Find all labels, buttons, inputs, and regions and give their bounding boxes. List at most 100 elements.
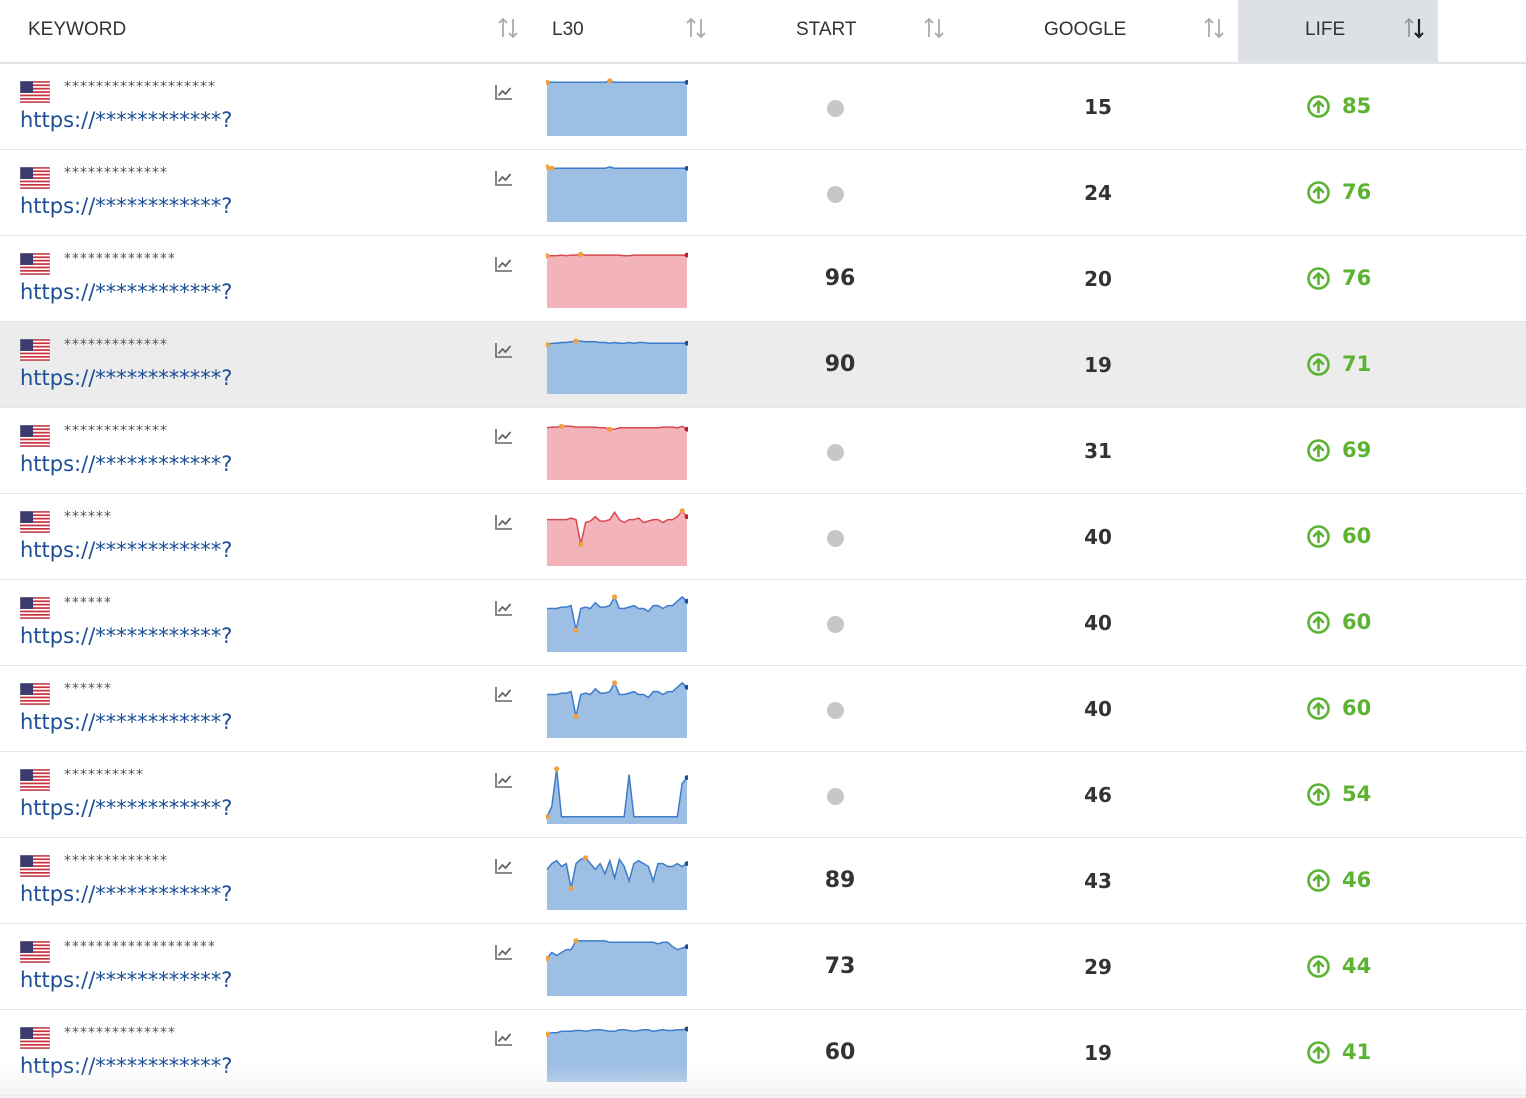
table-row[interactable]: ************** https://************? 96 … bbox=[0, 236, 1526, 322]
life-value: 85 bbox=[1342, 94, 1372, 118]
ranking-url-link[interactable]: https://************? bbox=[20, 452, 233, 476]
table-row[interactable]: ******************* https://************… bbox=[0, 924, 1526, 1010]
chart-icon[interactable] bbox=[494, 341, 514, 359]
sort-icon[interactable] bbox=[922, 14, 946, 42]
google-rank-value: 43 bbox=[1084, 869, 1112, 893]
chart-icon[interactable] bbox=[494, 1029, 514, 1047]
ranking-url-link[interactable]: https://************? bbox=[20, 1054, 233, 1078]
ranking-url-link[interactable]: https://************? bbox=[20, 796, 233, 820]
chart-icon[interactable] bbox=[494, 599, 514, 617]
ranking-url-link[interactable]: https://************? bbox=[20, 882, 233, 906]
sparkline-extreme-point bbox=[611, 594, 618, 600]
table-header: KEYWORD L30 START GOOGLE LIFE bbox=[0, 0, 1526, 64]
chart-icon[interactable] bbox=[494, 685, 514, 703]
chart-icon[interactable] bbox=[494, 169, 514, 187]
life-value: 76 bbox=[1342, 180, 1372, 204]
start-empty-dot bbox=[827, 616, 844, 633]
start-empty-dot bbox=[827, 186, 844, 203]
sort-icon[interactable] bbox=[684, 14, 708, 42]
ranking-url-link[interactable]: https://************? bbox=[20, 280, 233, 304]
sparkline-extreme-point bbox=[546, 955, 550, 961]
header-l30[interactable]: L30 bbox=[552, 19, 584, 40]
sparkline-area bbox=[547, 80, 687, 136]
life-header-active-bg bbox=[1238, 0, 1438, 62]
sparkline-extreme-point bbox=[573, 338, 579, 344]
sparkline-extreme-point bbox=[568, 885, 574, 891]
table-row[interactable]: ******************* https://************… bbox=[0, 64, 1526, 150]
l30-sparkline bbox=[547, 508, 688, 566]
table-row[interactable]: ************* https://************? 31 6… bbox=[0, 408, 1526, 494]
sparkline-line bbox=[547, 80, 687, 84]
sparkline-extreme-point bbox=[583, 855, 589, 861]
sparkline-area bbox=[547, 166, 687, 222]
arrow-up-circle-icon bbox=[1307, 955, 1330, 978]
keyword-text: ************* bbox=[64, 337, 168, 353]
arrow-up-circle-icon bbox=[1307, 267, 1330, 290]
l30-sparkline bbox=[546, 766, 688, 824]
google-rank-value: 46 bbox=[1084, 783, 1112, 807]
header-life[interactable]: LIFE bbox=[1305, 19, 1346, 40]
chart-icon[interactable] bbox=[494, 943, 514, 961]
ranking-url-link[interactable]: https://************? bbox=[20, 624, 233, 648]
l30-sparkline bbox=[547, 680, 688, 738]
keyword-text: ****** bbox=[64, 681, 112, 697]
arrow-up-circle-icon bbox=[1307, 525, 1330, 548]
start-value: 73 bbox=[824, 954, 856, 979]
ranking-url-link[interactable]: https://************? bbox=[20, 968, 233, 992]
sparkline-last-point bbox=[684, 861, 688, 866]
arrow-up-circle-icon bbox=[1307, 1041, 1330, 1064]
life-value: 46 bbox=[1342, 868, 1372, 892]
header-keyword[interactable]: KEYWORD bbox=[28, 19, 127, 40]
chart-icon[interactable] bbox=[494, 427, 514, 445]
table-row[interactable]: ****** https://************? 40 60 bbox=[0, 666, 1526, 752]
sort-desc-icon[interactable] bbox=[1402, 14, 1426, 42]
sparkline-last-point bbox=[684, 598, 688, 604]
ranking-url-link[interactable]: https://************? bbox=[20, 108, 233, 132]
sparkline-line bbox=[546, 940, 688, 959]
table-row[interactable]: ************* https://************? 89 4… bbox=[0, 838, 1526, 924]
arrow-up-circle-icon bbox=[1307, 95, 1330, 118]
table-row[interactable]: ********** https://************? 46 54 bbox=[0, 752, 1526, 838]
life-value: 76 bbox=[1342, 266, 1372, 290]
arrow-up-circle-icon bbox=[1307, 697, 1330, 720]
us-flag-icon bbox=[20, 941, 50, 963]
table-row[interactable]: ************* https://************? 90 1… bbox=[0, 322, 1526, 408]
table-row[interactable]: ****** https://************? 40 60 bbox=[0, 494, 1526, 580]
chart-icon[interactable] bbox=[494, 513, 514, 531]
sort-icon[interactable] bbox=[496, 14, 520, 42]
chart-icon[interactable] bbox=[494, 771, 514, 789]
keyword-text: ****** bbox=[64, 509, 112, 525]
keyword-text: ****** bbox=[64, 595, 112, 611]
sparkline-line bbox=[546, 340, 687, 346]
table-row[interactable]: ****** https://************? 40 60 bbox=[0, 580, 1526, 666]
sparkline-area bbox=[547, 596, 687, 652]
header-google[interactable]: GOOGLE bbox=[1044, 19, 1127, 40]
sparkline-last-point bbox=[684, 252, 688, 258]
start-empty-dot bbox=[827, 444, 844, 461]
table-body: ******************* https://************… bbox=[0, 64, 1526, 1096]
header-start[interactable]: START bbox=[796, 19, 857, 40]
table-row[interactable]: ************* https://************? 24 7… bbox=[0, 150, 1526, 236]
us-flag-icon bbox=[20, 683, 50, 705]
l30-sparkline bbox=[546, 938, 688, 996]
arrow-up-circle-icon bbox=[1307, 181, 1330, 204]
life-value: 60 bbox=[1342, 610, 1372, 634]
chart-icon[interactable] bbox=[494, 857, 514, 875]
sparkline-line bbox=[546, 425, 688, 431]
keyword-text: ************** bbox=[64, 1025, 176, 1041]
ranking-url-link[interactable]: https://************? bbox=[20, 194, 233, 218]
table-row[interactable]: ************** https://************? 60 … bbox=[0, 1010, 1526, 1096]
keyword-text: ******************* bbox=[64, 79, 216, 95]
ranking-url-link[interactable]: https://************? bbox=[20, 710, 233, 734]
ranking-url-link[interactable]: https://************? bbox=[20, 538, 233, 562]
ranking-url-link[interactable]: https://************? bbox=[20, 366, 233, 390]
sparkline-extreme-point bbox=[578, 251, 584, 257]
sort-icon[interactable] bbox=[1202, 14, 1226, 42]
chart-icon[interactable] bbox=[494, 255, 514, 273]
sparkline-extreme-point bbox=[573, 938, 579, 944]
start-empty-dot bbox=[827, 100, 844, 117]
sparkline-line bbox=[546, 1028, 688, 1035]
sparkline-extreme-point bbox=[679, 508, 685, 514]
sparkline-last-point bbox=[684, 775, 688, 780]
chart-icon[interactable] bbox=[494, 83, 514, 101]
